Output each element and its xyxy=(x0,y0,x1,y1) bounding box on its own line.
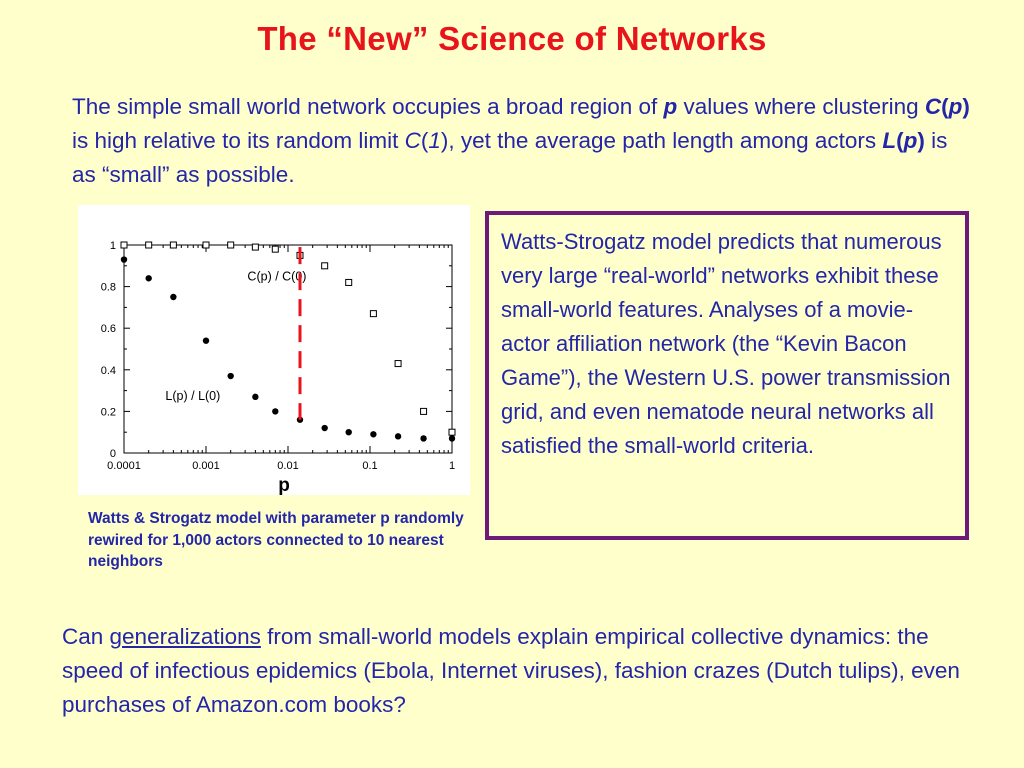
clustering-point xyxy=(369,310,377,318)
slide-title: The “New” Science of Networks xyxy=(257,20,767,57)
clustering-point xyxy=(394,360,402,368)
findings-text: Watts-Strogatz model predicts that numer… xyxy=(501,229,951,458)
path-length-point xyxy=(252,393,259,401)
clustering-point xyxy=(169,241,177,249)
clustering-point xyxy=(227,241,235,249)
path-length-point xyxy=(394,433,402,440)
chart-caption: Watts & Strogatz model with parameter p … xyxy=(88,510,464,570)
clustering-point xyxy=(321,262,329,270)
path-length-point xyxy=(202,337,210,344)
bottom-question: Can generalizations from small-world mod… xyxy=(62,624,960,717)
path-length-point xyxy=(345,429,352,436)
clustering-point xyxy=(345,278,353,286)
x-axis-label: p xyxy=(278,475,290,495)
path-length-point xyxy=(321,424,328,432)
path-length-point xyxy=(170,293,177,301)
clustering-point xyxy=(271,245,279,253)
small-world-scatter-chart: 0 0.2 0.4 0.6 0.8 1 0.0001 0.001 0.01 0.1 1 p C(p) /… xyxy=(101,240,456,496)
clustering-point xyxy=(420,407,428,415)
path-length-point xyxy=(448,435,456,442)
y-tick-label: 0.8 xyxy=(101,282,116,294)
x-tick-label: 0.01 xyxy=(277,460,298,472)
x-tick-label: 1 xyxy=(449,460,455,472)
y-tick-label: 0 xyxy=(110,448,116,460)
path-length-point xyxy=(420,435,427,442)
x-tick-label: 0.001 xyxy=(192,460,220,472)
y-tick-label: 0.4 xyxy=(101,365,116,377)
annotation-path-length: L(p) / L(0) xyxy=(165,389,220,403)
generalizations-link[interactable]: generalizations xyxy=(109,624,261,649)
clustering-point xyxy=(145,241,153,249)
annotation-clustering: C(p) / C(0) xyxy=(247,269,306,283)
path-length-point xyxy=(145,275,152,282)
clustering-point xyxy=(202,241,210,249)
y-tick-label: 0.6 xyxy=(101,323,116,335)
findings-box: Watts-Strogatz model predicts that numer… xyxy=(485,211,969,540)
path-length-point xyxy=(272,408,279,415)
chart-panel: 0 0.2 0.4 0.6 0.8 1 0.0001 0.001 0.01 0.1 1 p C(p) /… xyxy=(78,205,470,496)
path-length-point xyxy=(120,256,128,263)
x-tick-label: 0.1 xyxy=(362,460,377,472)
path-length-point xyxy=(227,372,234,380)
clustering-point xyxy=(448,428,456,436)
intro-paragraph: The simple small world network occupies … xyxy=(72,94,970,187)
y-tick-label: 0.2 xyxy=(101,406,116,418)
x-tick-label: 0.0001 xyxy=(107,460,141,472)
y-tick-label: 1 xyxy=(110,240,116,252)
clustering-point xyxy=(251,243,259,251)
clustering-point xyxy=(120,241,128,249)
path-length-point xyxy=(370,431,377,438)
